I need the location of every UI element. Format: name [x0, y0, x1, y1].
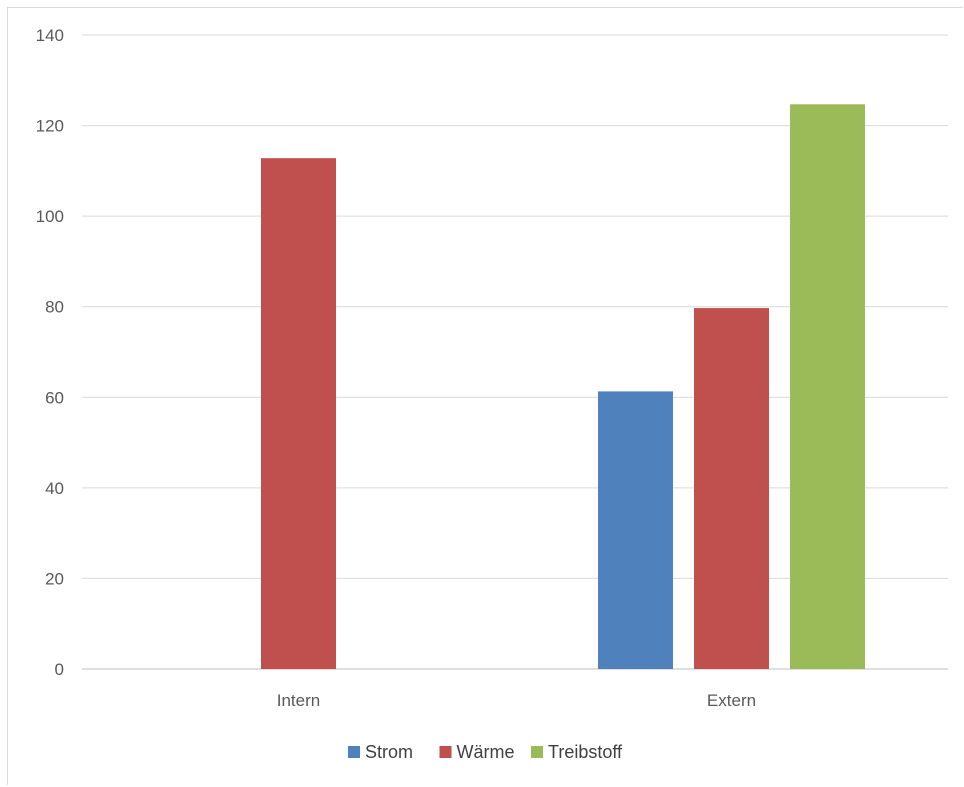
- legend-swatch: [348, 746, 360, 758]
- y-tick-label: 80: [45, 298, 64, 317]
- legend-item: Wärme: [439, 742, 515, 762]
- legend-label: Wärme: [457, 742, 515, 762]
- bars: [261, 104, 865, 670]
- y-tick-label: 40: [45, 479, 64, 498]
- bar-wärme-intern: [261, 158, 336, 670]
- legend-swatch: [439, 746, 452, 758]
- x-axis-labels: Intern Extern: [277, 691, 756, 710]
- legend-label: Strom: [365, 742, 413, 762]
- legend-swatch: [531, 746, 543, 758]
- y-tick-label: 120: [36, 117, 64, 136]
- bar-strom-extern: [598, 391, 673, 669]
- y-tick-label: 100: [36, 207, 64, 226]
- y-axis-ticks: 0 20 40 60 80 100 120 140: [36, 26, 64, 679]
- x-category-label: Extern: [707, 691, 756, 710]
- chart-frame: [7, 7, 963, 785]
- y-tick-label: 60: [45, 388, 64, 407]
- legend-item: Strom: [348, 742, 413, 762]
- y-tick-label: 140: [36, 26, 64, 45]
- bar-wärme-extern: [694, 308, 769, 669]
- legend: Strom Wärme Treibstoff: [348, 742, 623, 762]
- legend-item: Treibstoff: [531, 742, 623, 762]
- bar-treibstoff-extern: [790, 104, 865, 670]
- x-category-label: Intern: [277, 691, 320, 710]
- legend-label: Treibstoff: [548, 742, 623, 762]
- y-tick-label: 20: [45, 569, 64, 588]
- y-tick-label: 0: [55, 660, 64, 679]
